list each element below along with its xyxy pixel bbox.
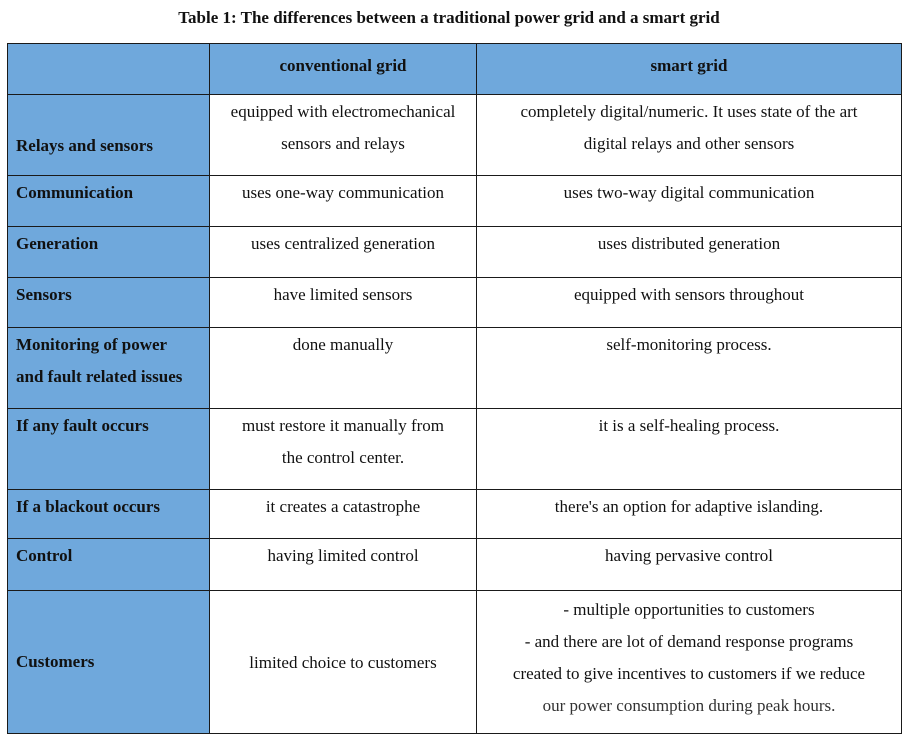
table-row: Generation uses centralized generation u… xyxy=(7,226,902,278)
conventional-cell: done manually xyxy=(209,327,477,409)
header-smart-grid: smart grid xyxy=(476,43,902,95)
cell-line: must restore it manually from xyxy=(241,416,445,435)
conventional-cell: it creates a catastrophe xyxy=(209,489,477,539)
row-label: Control xyxy=(7,538,210,591)
cell-line: completely digital/numeric. It uses stat… xyxy=(520,102,858,121)
header-row: conventional grid smart grid xyxy=(7,43,902,95)
header-conventional-grid: conventional grid xyxy=(209,43,477,95)
table-row: If any fault occurs must restore it manu… xyxy=(7,408,902,490)
conventional-cell: limited choice to customers xyxy=(209,590,477,734)
cell-line: the control center. xyxy=(281,448,405,467)
cell-line: uses one-way communication xyxy=(241,183,445,202)
cell-line: having limited control xyxy=(267,546,419,565)
smart-cell: completely digital/numeric. It uses stat… xyxy=(476,94,902,176)
row-label: Relays and sensors xyxy=(7,94,210,176)
cell-line: limited choice to customers xyxy=(249,652,437,672)
conventional-cell: uses one-way communication xyxy=(209,175,477,227)
cell-line: self-monitoring process. xyxy=(606,335,772,354)
table-row: Sensors have limited sensors equipped wi… xyxy=(7,277,902,328)
row-label: If any fault occurs xyxy=(7,408,210,490)
cell-line: sensors and relays xyxy=(281,134,405,153)
conventional-cell: uses centralized generation xyxy=(209,226,477,278)
cell-line: created to give incentives to customers … xyxy=(512,664,866,683)
cell-line: it creates a catastrophe xyxy=(265,497,421,516)
table-row: Communication uses one-way communication… xyxy=(7,175,902,227)
table-body: Relays and sensors equipped with electro… xyxy=(7,94,902,734)
smart-cell: self-monitoring process. xyxy=(476,327,902,409)
table-row: If a blackout occurs it creates a catast… xyxy=(7,489,902,539)
conventional-cell: equipped with electromechanical sensors … xyxy=(209,94,477,176)
conventional-cell: must restore it manually from the contro… xyxy=(209,408,477,490)
row-label-line: Monitoring of power xyxy=(16,335,168,354)
smart-cell: there's an option for adaptive islanding… xyxy=(476,489,902,539)
cell-line: uses two-way digital communication xyxy=(563,183,815,202)
row-label: Communication xyxy=(7,175,210,227)
cell-line: digital relays and other sensors xyxy=(583,134,795,153)
cell-line: our power consumption during peak hours. xyxy=(542,696,836,715)
cell-line: there's an option for adaptive islanding… xyxy=(554,497,824,516)
table-row: Control having limited control having pe… xyxy=(7,538,902,591)
table-header: conventional grid smart grid xyxy=(7,43,902,95)
table-row: Customers limited choice to customers - … xyxy=(7,590,902,734)
smart-cell: uses two-way digital communication xyxy=(476,175,902,227)
row-label-line: and fault related issues xyxy=(16,367,183,386)
cell-line: uses distributed generation xyxy=(597,234,781,253)
cell-line: done manually xyxy=(292,335,394,354)
comparison-table: conventional grid smart grid Relays and … xyxy=(7,43,902,734)
smart-cell: having pervasive control xyxy=(476,538,902,591)
row-label: Generation xyxy=(7,226,210,278)
conventional-cell: have limited sensors xyxy=(209,277,477,328)
row-label: Customers xyxy=(7,590,210,734)
table-row: Relays and sensors equipped with electro… xyxy=(7,94,902,176)
cell-line: - multiple opportunities to customers xyxy=(563,600,815,619)
cell-line: having pervasive control xyxy=(604,546,774,565)
cell-line: uses centralized generation xyxy=(250,234,436,253)
smart-cell: - multiple opportunities to customers - … xyxy=(476,590,902,734)
smart-cell: equipped with sensors throughout xyxy=(476,277,902,328)
cell-line: it is a self-healing process. xyxy=(598,416,780,435)
row-label: Sensors xyxy=(7,277,210,328)
cell-line: have limited sensors xyxy=(273,285,413,304)
cell-line: equipped with sensors throughout xyxy=(574,285,804,304)
conventional-cell: having limited control xyxy=(209,538,477,591)
row-label: If a blackout occurs xyxy=(7,489,210,539)
table-caption: Table 1: The differences between a tradi… xyxy=(178,8,720,27)
cell-line: - and there are lot of demand response p… xyxy=(524,632,854,651)
row-label: Monitoring of power and fault related iss… xyxy=(7,327,210,409)
cell-line: equipped with electromechanical xyxy=(230,102,456,121)
smart-cell: uses distributed generation xyxy=(476,226,902,278)
table-row: Monitoring of power and fault related iss… xyxy=(7,327,902,409)
header-corner-cell xyxy=(7,43,210,95)
smart-cell: it is a self-healing process. xyxy=(476,408,902,490)
